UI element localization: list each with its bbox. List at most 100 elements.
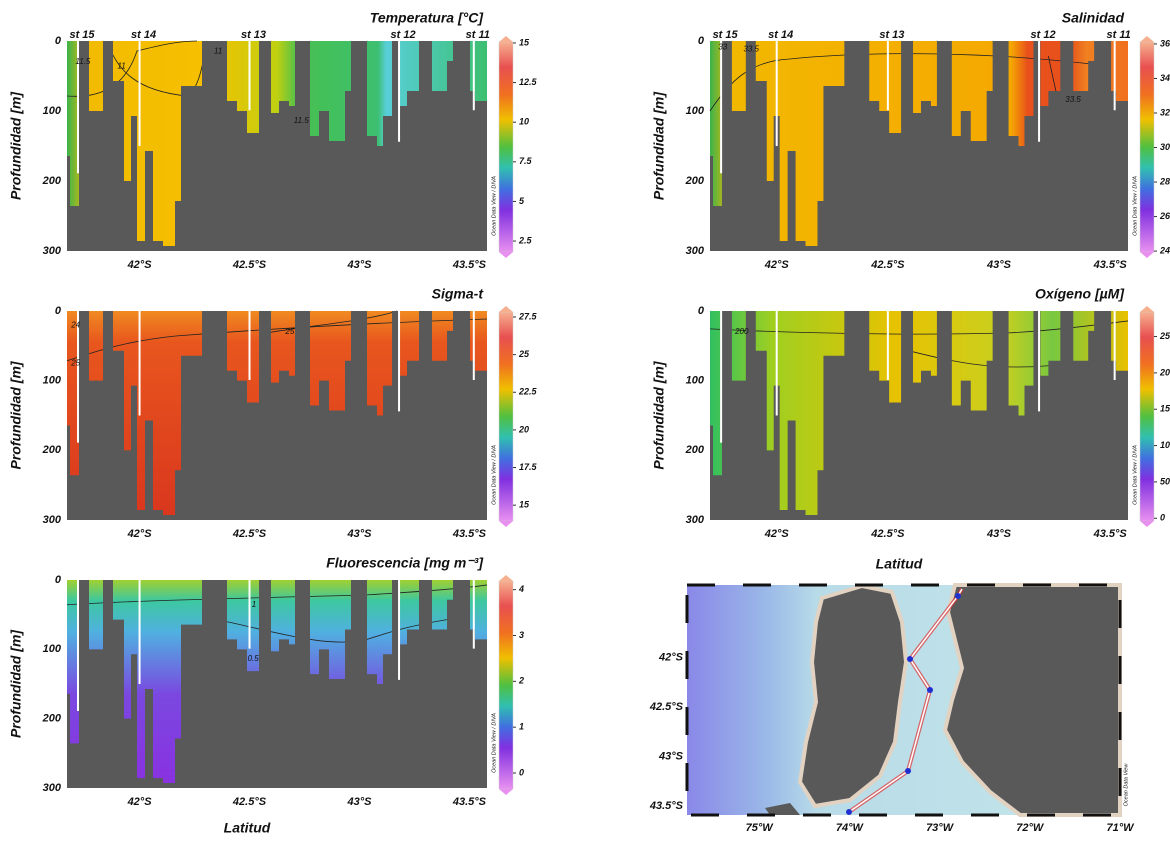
x-axis-label: Latitud [876, 556, 923, 572]
contour-line [908, 350, 1049, 368]
y-tick-label: 200 [42, 713, 62, 725]
y-tick-label: 200 [42, 175, 62, 187]
colorbar-tick-label: 28 [1159, 176, 1170, 186]
contour-label: 0.5 [248, 654, 260, 663]
station-label: st 14 [131, 29, 156, 41]
station-label: st 13 [241, 29, 266, 41]
station-dot [905, 768, 911, 774]
contour-label: 11.5 [75, 57, 91, 66]
colorbar-tick-label: 15 [519, 37, 530, 47]
contours [709, 41, 1128, 251]
contour-label: 1 [252, 600, 256, 609]
y-tick-label: 100 [686, 375, 705, 387]
contour-label: 33.5 [1065, 95, 1081, 104]
y-tick-label: 0 [55, 35, 62, 47]
y-tick-label: 43.5°S [649, 800, 684, 812]
y-tick-label: 100 [43, 105, 62, 117]
colorbar-tick-label: 27.5 [518, 311, 538, 321]
x-tick-label: 43.5°S [452, 528, 487, 540]
colorbar-tick-label: 36 [1160, 38, 1170, 48]
contour-line [66, 40, 198, 97]
chart-title: Salinidad [1062, 10, 1125, 26]
contours [66, 310, 488, 520]
colorbar [1139, 311, 1155, 522]
contour-label: 11 [117, 61, 125, 70]
y-tick-label: 0 [55, 305, 62, 317]
y-tick-label: 100 [43, 643, 62, 655]
colorbar-tick-label: 5 [519, 196, 525, 206]
x-tick-label: 72°W [1016, 822, 1045, 834]
colorbar-tick-label: 0 [1160, 513, 1165, 523]
colorbar-tick-label: 32 [1160, 107, 1170, 117]
chart-title: Sigma-t [432, 286, 485, 302]
colorbar [498, 311, 514, 522]
station-dot [927, 687, 933, 693]
colorbar-tick-label: 0 [519, 767, 524, 777]
colorbar [1139, 41, 1155, 253]
y-tick-label: 200 [685, 175, 705, 187]
colorbar-tick-label: 250 [1159, 331, 1170, 341]
colorbar-end [499, 575, 513, 581]
credit: Ocean Data View [1123, 763, 1129, 807]
colorbar-tick-label: 24 [1159, 245, 1170, 255]
colorbar-end [499, 36, 513, 42]
y-tick-label: 200 [685, 444, 705, 456]
credit: Ocean Data View / DIVA [1132, 445, 1138, 505]
x-tick-label: 71°W [1106, 822, 1135, 834]
colorbar-tick-label: 17.5 [519, 462, 538, 472]
contour-label: 33 [718, 42, 727, 51]
x-tick-label: 74°W [836, 822, 865, 834]
colorbar-tick-label: 12.5 [519, 77, 538, 87]
y-axis-label: Profundidad [m] [8, 360, 24, 469]
y-axis-label: Profundidad [m] [651, 360, 667, 469]
x-tick-label: 42°S [127, 796, 153, 808]
y-tick-label: 300 [43, 782, 62, 794]
colorbar-tick-label: 4 [518, 584, 524, 594]
y-tick-label: 0 [698, 305, 705, 317]
contour-label: 33.5 [743, 45, 759, 54]
colorbar [498, 580, 514, 790]
x-tick-label: 42.5°S [232, 259, 267, 271]
y-tick-label: 0 [55, 574, 62, 586]
y-axis-label: Profundidad [m] [651, 91, 667, 200]
x-tick-label: 43.5°S [1093, 259, 1128, 271]
island [797, 583, 909, 809]
colorbar-end [499, 521, 513, 527]
colorbar [498, 41, 514, 253]
station-label: st 14 [768, 29, 793, 41]
credit: Ocean Data View / DIVA [1132, 176, 1138, 236]
x-tick-label: 43.5°S [1093, 528, 1128, 540]
station-label: st 15 [713, 29, 739, 41]
contour-line [266, 310, 398, 334]
contour-label: 11.5 [294, 116, 310, 125]
y-tick-label: 42°S [658, 651, 684, 663]
x-tick-label: 42°S [127, 528, 153, 540]
island [765, 803, 800, 815]
colorbar-end [1140, 521, 1154, 527]
x-tick-label: 42.5°S [232, 528, 267, 540]
colorbar-tick-label: 200 [1159, 367, 1170, 377]
contours [66, 40, 487, 251]
x-tick-label: 42.5°S [870, 528, 905, 540]
y-axis-label: Profundidad [m] [8, 629, 24, 738]
station-label: st 12 [1031, 29, 1056, 41]
contour-line [709, 53, 1109, 112]
colorbar-tick-label: 30 [1160, 142, 1170, 152]
x-tick-label: 43°S [346, 528, 372, 540]
colorbar-tick-label: 100 [1160, 440, 1170, 450]
colorbar-tick-label: 1 [519, 722, 524, 732]
x-tick-label: 43.5°S [452, 796, 487, 808]
contour-label: 11 [214, 47, 222, 56]
contours [66, 580, 488, 788]
y-tick-label: 300 [686, 245, 705, 257]
y-tick-label: 42.5°S [649, 701, 684, 713]
colorbar-tick-label: 7.5 [519, 156, 533, 166]
colorbar-end [499, 306, 513, 312]
y-tick-label: 100 [686, 105, 705, 117]
station-dot [907, 656, 913, 662]
station-label: st 13 [879, 29, 904, 41]
contour-label: 24 [70, 321, 80, 330]
colorbar-tick-label: 150 [1160, 404, 1170, 414]
colorbar-tick-label: 2.5 [518, 235, 533, 245]
